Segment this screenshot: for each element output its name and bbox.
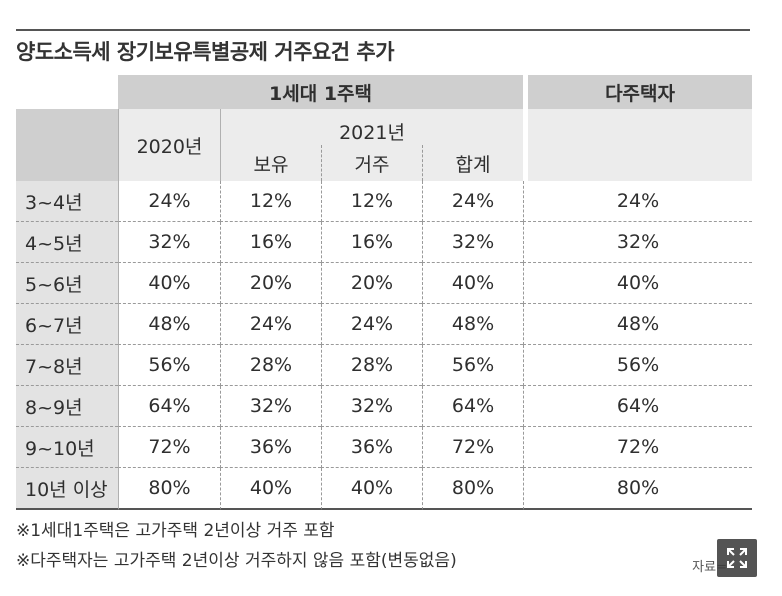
cell-total: 72% [422, 427, 524, 468]
table-row: 5~6년 40% 20% 20% 40% 40% [16, 263, 753, 304]
cell-total: 40% [422, 263, 524, 304]
top-divider [16, 29, 750, 31]
cell-2020: 80% [118, 468, 220, 510]
cell-hold: 36% [220, 427, 321, 468]
table-row: 4~5년 32% 16% 16% 32% 32% [16, 222, 753, 263]
cell-multi: 72% [523, 427, 753, 468]
expand-button[interactable] [717, 539, 757, 577]
table-row: 3~4년 24% 12% 12% 24% 24% [16, 181, 753, 222]
cell-hold: 32% [220, 386, 321, 427]
cell-hold: 28% [220, 345, 321, 386]
cell-live: 16% [321, 222, 422, 263]
cell-live: 12% [321, 181, 422, 222]
cell-multi: 80% [523, 468, 753, 510]
cell-hold: 16% [220, 222, 321, 263]
period-cell: 8~9년 [16, 386, 118, 427]
deduction-table: 1세대 1주택 다주택자 2020년 2021년 보유 거주 합계 3~4년 2… [16, 75, 753, 510]
cell-multi: 48% [523, 304, 753, 345]
cell-multi: 56% [523, 345, 753, 386]
table-row: 6~7년 48% 24% 24% 48% 48% [16, 304, 753, 345]
cell-live: 20% [321, 263, 422, 304]
cell-total: 56% [422, 345, 524, 386]
cell-multi: 32% [523, 222, 753, 263]
header-corner [16, 75, 118, 109]
cell-2020: 40% [118, 263, 220, 304]
cell-total: 24% [422, 181, 524, 222]
header-label-blank [16, 109, 118, 181]
header-2020: 2020년 [118, 109, 220, 181]
cell-2020: 64% [118, 386, 220, 427]
header-total: 합계 [422, 145, 524, 181]
cell-live: 24% [321, 304, 422, 345]
header-2020-label: 2020년 [136, 135, 203, 158]
header-one-home: 1세대 1주택 [118, 75, 524, 109]
table-row: 9~10년 72% 36% 36% 72% 72% [16, 427, 753, 468]
page-title: 양도소득세 장기보유특별공제 거주요건 추가 [16, 40, 395, 64]
period-cell: 6~7년 [16, 304, 118, 345]
cell-multi: 40% [523, 263, 753, 304]
cell-total: 32% [422, 222, 524, 263]
cell-hold: 40% [220, 468, 321, 510]
cell-hold: 12% [220, 181, 321, 222]
cell-total: 80% [422, 468, 524, 510]
table-row: 8~9년 64% 32% 32% 64% 64% [16, 386, 753, 427]
period-cell: 5~6년 [16, 263, 118, 304]
cell-total: 64% [422, 386, 524, 427]
cell-2020: 72% [118, 427, 220, 468]
cell-total: 48% [422, 304, 524, 345]
header-2021-label: 2021년 [339, 122, 405, 144]
cell-2020: 48% [118, 304, 220, 345]
footnotes: ※1세대1주택은 고가주택 2년이상 거주 포함 ※다주택자는 고가주택 2년이… [16, 516, 457, 576]
table-row: 10년 이상 80% 40% 40% 80% 80% [16, 468, 753, 510]
cell-multi: 24% [523, 181, 753, 222]
cell-live: 40% [321, 468, 422, 510]
cell-live: 36% [321, 427, 422, 468]
cell-2020: 32% [118, 222, 220, 263]
footnote-multi-home: ※다주택자는 고가주택 2년이상 거주하지 않음 포함(변동없음) [16, 551, 457, 571]
period-cell: 7~8년 [16, 345, 118, 386]
header-2021: 2021년 [220, 109, 524, 145]
period-cell: 10년 이상 [16, 468, 118, 510]
cell-live: 32% [321, 386, 422, 427]
cell-multi: 64% [523, 386, 753, 427]
cell-hold: 20% [220, 263, 321, 304]
period-cell: 9~10년 [16, 427, 118, 468]
cell-hold: 24% [220, 304, 321, 345]
cell-2020: 24% [118, 181, 220, 222]
expand-icon [727, 548, 747, 568]
footnote-one-home: ※1세대1주택은 고가주택 2년이상 거주 포함 [16, 521, 335, 541]
cell-2020: 56% [118, 345, 220, 386]
period-cell: 3~4년 [16, 181, 118, 222]
header-hold: 보유 [220, 145, 321, 181]
header-multi-sub [523, 109, 753, 181]
header-live: 거주 [321, 145, 422, 181]
table-row: 7~8년 56% 28% 28% 56% 56% [16, 345, 753, 386]
period-cell: 4~5년 [16, 222, 118, 263]
cell-live: 28% [321, 345, 422, 386]
header-multi-home: 다주택자 [523, 75, 753, 109]
